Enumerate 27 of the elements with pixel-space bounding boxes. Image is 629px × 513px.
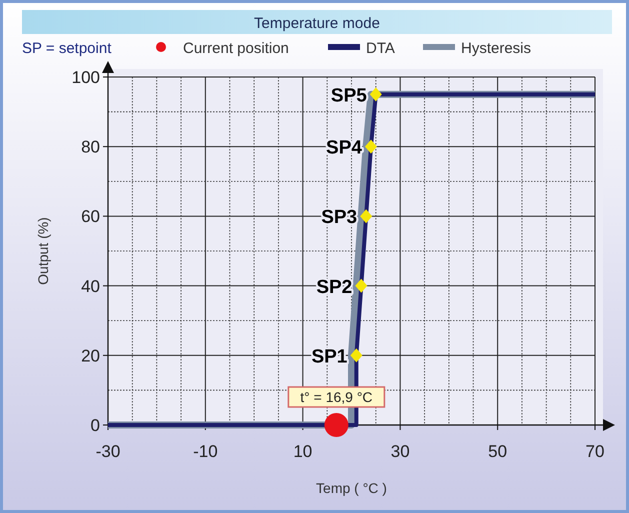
x-axis-title: Temp ( °C ) [316,480,387,496]
point [370,87,382,102]
x-tick-label: 70 [586,442,604,461]
y-tick-label: 20 [81,346,100,366]
annotation: t° = 16,9 °C [300,389,373,405]
x-tick-label: -30 [96,442,120,461]
y-axis-title: Output (%) [35,217,51,285]
y-tick-label: 100 [72,68,100,87]
point [324,413,348,437]
text: SP = setpoint [22,40,112,57]
y-tick-label: 80 [81,138,100,157]
chart-title: Temperature mode [254,15,380,32]
y-tick-label: 60 [81,207,100,226]
legend-label: Hysteresis [461,40,532,57]
point [364,140,377,154]
x-tick-label: -10 [193,442,218,461]
annotation: SP5 [330,85,368,106]
point [360,209,372,224]
legend-label: Current position [183,40,289,57]
legend-label: DTA [366,40,395,57]
x-tick-label: 10 [293,442,312,461]
point [355,278,368,293]
x-tick-label: 30 [390,442,410,461]
point [350,348,362,362]
y-tick-label: 0 [90,416,100,435]
x-tick-label: 50 [488,442,508,461]
y-tick-label: 40 [81,276,100,296]
